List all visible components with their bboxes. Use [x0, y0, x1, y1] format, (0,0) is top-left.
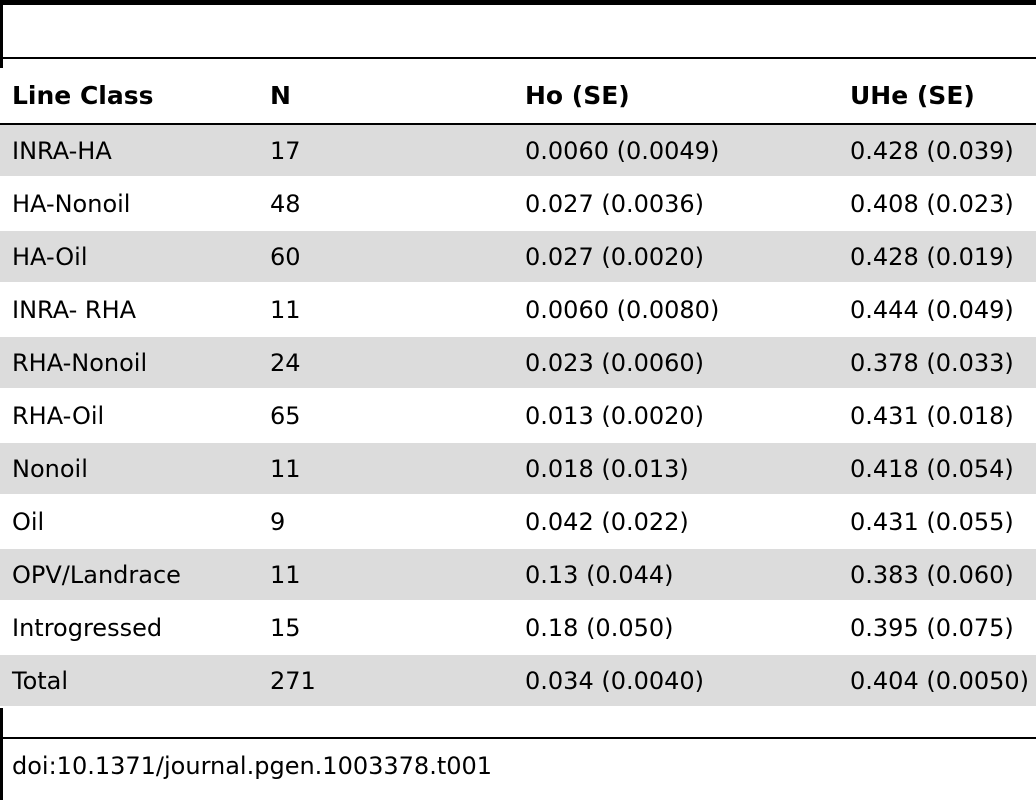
cell-n: 271: [270, 666, 316, 695]
table-row: Oil 9 0.042 (0.022) 0.431 (0.055): [0, 496, 1036, 549]
cell-line-class: Total: [12, 666, 69, 695]
table-row: OPV/Landrace 11 0.13 (0.044) 0.383 (0.06…: [0, 549, 1036, 602]
caption-space: [0, 5, 1036, 57]
cell-line-class: Nonoil: [12, 454, 88, 483]
table-row-total: Total 271 0.034 (0.0040) 0.404 (0.0050): [0, 655, 1036, 708]
table-row: Nonoil 11 0.018 (0.013) 0.418 (0.054): [0, 443, 1036, 496]
cell-line-class: INRA-HA: [12, 136, 112, 165]
cell-uhe-se: 0.431 (0.018): [850, 401, 1014, 430]
cell-line-class: RHA-Nonoil: [12, 348, 148, 377]
table-row: INRA- RHA 11 0.0060 (0.0080) 0.444 (0.04…: [0, 284, 1036, 337]
cell-n: 11: [270, 295, 301, 324]
cell-ho-se: 0.023 (0.0060): [525, 348, 705, 377]
cell-uhe-se: 0.383 (0.060): [850, 560, 1014, 589]
cell-ho-se: 0.13 (0.044): [525, 560, 674, 589]
header-uhe-se: UHe (SE): [850, 81, 975, 110]
cell-uhe-se: 0.404 (0.0050): [850, 666, 1030, 695]
doi-link[interactable]: doi:10.1371/journal.pgen.1003378.t001: [12, 752, 493, 780]
table-row: HA-Nonoil 48 0.027 (0.0036) 0.408 (0.023…: [0, 178, 1036, 231]
cell-ho-se: 0.027 (0.0020): [525, 242, 705, 271]
cell-line-class: INRA- RHA: [12, 295, 137, 324]
cell-uhe-se: 0.408 (0.023): [850, 189, 1014, 218]
cell-line-class: HA-Nonoil: [12, 189, 131, 218]
cell-uhe-se: 0.431 (0.055): [850, 507, 1014, 536]
table-header-row: Line Class N Ho (SE) UHe (SE): [0, 68, 1036, 125]
table-row: RHA-Oil 65 0.013 (0.0020) 0.431 (0.018): [0, 390, 1036, 443]
table-row: HA-Oil 60 0.027 (0.0020) 0.428 (0.019): [0, 231, 1036, 284]
cell-line-class: OPV/Landrace: [12, 560, 181, 589]
header-line-class: Line Class: [12, 81, 154, 110]
table-bottom-rule: [0, 737, 1036, 739]
table-row: INRA-HA 17 0.0060 (0.0049) 0.428 (0.039): [0, 125, 1036, 178]
cell-uhe-se: 0.428 (0.019): [850, 242, 1014, 271]
header-top-rule: [0, 57, 1036, 59]
cell-uhe-se: 0.395 (0.075): [850, 613, 1014, 642]
cell-n: 11: [270, 560, 301, 589]
cell-line-class: Introgressed: [12, 613, 163, 642]
top-rule: [0, 0, 1036, 5]
cell-ho-se: 0.0060 (0.0080): [525, 295, 720, 324]
cell-line-class: Oil: [12, 507, 45, 536]
cell-ho-se: 0.042 (0.022): [525, 507, 689, 536]
cell-uhe-se: 0.444 (0.049): [850, 295, 1014, 324]
table-row: RHA-Nonoil 24 0.023 (0.0060) 0.378 (0.03…: [0, 337, 1036, 390]
cell-ho-se: 0.034 (0.0040): [525, 666, 705, 695]
cell-line-class: RHA-Oil: [12, 401, 105, 430]
cell-n: 48: [270, 189, 301, 218]
cell-uhe-se: 0.378 (0.033): [850, 348, 1014, 377]
cell-n: 60: [270, 242, 301, 271]
data-table: Line Class N Ho (SE) UHe (SE) INRA-HA 17…: [0, 68, 1036, 708]
cell-n: 11: [270, 454, 301, 483]
cell-ho-se: 0.018 (0.013): [525, 454, 689, 483]
header-ho-se: Ho (SE): [525, 81, 630, 110]
cell-n: 65: [270, 401, 301, 430]
cell-ho-se: 0.027 (0.0036): [525, 189, 705, 218]
cell-ho-se: 0.0060 (0.0049): [525, 136, 720, 165]
cell-n: 15: [270, 613, 301, 642]
cell-uhe-se: 0.418 (0.054): [850, 454, 1014, 483]
cell-n: 24: [270, 348, 301, 377]
cell-n: 17: [270, 136, 301, 165]
cell-ho-se: 0.18 (0.050): [525, 613, 674, 642]
cell-n: 9: [270, 507, 286, 536]
cell-line-class: HA-Oil: [12, 242, 88, 271]
cell-ho-se: 0.013 (0.0020): [525, 401, 705, 430]
header-n: N: [270, 81, 291, 110]
cell-uhe-se: 0.428 (0.039): [850, 136, 1014, 165]
table-row: Introgressed 15 0.18 (0.050) 0.395 (0.07…: [0, 602, 1036, 655]
